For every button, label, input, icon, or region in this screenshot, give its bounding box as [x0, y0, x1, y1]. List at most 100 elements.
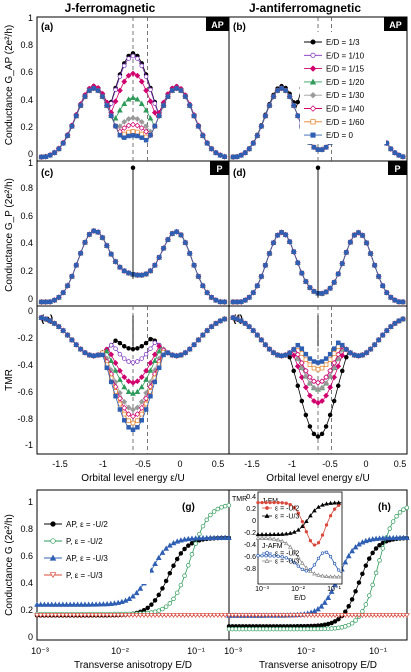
curve-f-7-point-24 — [327, 351, 333, 357]
curve-g-0-point-36 — [167, 570, 173, 576]
curve-e-4-point-21 — [130, 406, 136, 413]
curve-e-7-point-19 — [122, 418, 127, 423]
curve-c-7-point-11 — [87, 232, 92, 237]
curve-b-7-point-6 — [255, 133, 260, 138]
curve-e-6-point-19 — [122, 411, 127, 417]
curve-d-7-point-22 — [319, 291, 325, 296]
curve-g-1-point-35 — [163, 604, 169, 609]
curve-e-1-point-24 — [143, 351, 149, 357]
curve-b-7-point-41 — [396, 152, 402, 158]
ytick-e-4: -0.8 — [17, 414, 33, 424]
curve-e-0-point-23 — [139, 344, 144, 349]
inset-curve-point-2-3 — [268, 554, 272, 558]
curve-c-7-point-14 — [100, 235, 105, 240]
curve-f-7-point-12 — [279, 353, 284, 359]
curve-f-4-point-20 — [311, 384, 317, 391]
curve-e-0-point-18 — [117, 340, 123, 346]
inset-curve-point-3-12 — [304, 565, 309, 570]
curve-g-3-point-1 — [37, 613, 44, 619]
legend-top-label-6: E/D = 1/60 — [326, 118, 365, 127]
curve-a-7-point-0 — [39, 154, 44, 160]
inset-curves: ε = -U/2ε = -U/3ε = -U/2ε = -U/3 — [255, 500, 342, 579]
inset-ytick-4: -0.4 — [244, 542, 256, 549]
curve-h-1-point-47 — [387, 526, 393, 531]
inset-ytick-6: -0.8 — [244, 566, 256, 573]
inset-curve-point-1-1 — [259, 532, 265, 537]
curve-a-7-point-6 — [65, 133, 70, 138]
curve-g-1-point-46 — [204, 517, 209, 523]
ytick-c-4: 0.8 — [20, 183, 33, 193]
inset-curve-point-2-18 — [328, 555, 333, 559]
curve-h-1-point-52 — [404, 505, 410, 510]
curve-g-3-point-42 — [189, 613, 195, 619]
curve-d-7-point-34 — [368, 251, 373, 256]
curve-b-7-point-1 — [234, 154, 240, 159]
curve-g-0-point-31 — [149, 602, 154, 607]
curve-g-3-point-12 — [78, 613, 85, 619]
curve-c-7-point-0 — [39, 299, 44, 305]
curve-e-0-point-19 — [122, 344, 127, 349]
curve-f-0-point-21 — [315, 434, 321, 439]
curve-a-5-point-23 — [138, 125, 145, 131]
curve-h-1 — [226, 505, 410, 632]
title-left: J-ferromagnetic — [65, 1, 156, 15]
ylabel-gap: Conductance G_AP (2e²/h) — [4, 25, 15, 145]
legend-top-marker-3 — [309, 78, 317, 85]
curve-a-7-point-34 — [187, 103, 192, 108]
inset-curve-point-3-4 — [271, 536, 277, 541]
curve-f-7-point-39 — [388, 324, 394, 329]
curve-h-2-point-45 — [380, 535, 386, 541]
legend-top-label-5: E/D = 1/40 — [326, 105, 365, 114]
curve-f-0-point-19 — [307, 424, 313, 429]
curve-g-3-point-37 — [170, 613, 177, 619]
curve-h-1-point-36 — [349, 620, 355, 626]
curve-h-3-point-35 — [345, 613, 352, 619]
curve-f-0-point-23 — [323, 424, 329, 429]
inset-curve-point-2-11 — [300, 567, 305, 572]
inset-curve-point-1-8 — [287, 530, 293, 535]
curve-e-2-point-20 — [125, 378, 132, 385]
curve-f-4-point-23 — [323, 380, 329, 387]
curve-g-0-point-34 — [160, 586, 165, 591]
curve-f-2-point-23 — [323, 392, 329, 399]
curve-g-3-point-45 — [200, 613, 206, 619]
curve-d-7-point-30 — [352, 232, 357, 238]
curve-d-7 — [230, 230, 406, 305]
curve-g-3-point-38 — [174, 613, 181, 619]
curve-g-2-point-47 — [207, 534, 214, 541]
inset-xtick-2: 10⁻¹ — [327, 586, 341, 593]
inset-curve-point-2-16 — [320, 551, 325, 555]
curve-h-2-point-34 — [342, 559, 349, 565]
inset-xtick-1: 10⁻² — [291, 586, 305, 593]
curve-h-3-point-11 — [263, 613, 270, 619]
curve-e-3-point-25 — [147, 367, 154, 373]
curve-d-7-point-35 — [372, 263, 377, 268]
curve-h-1-point-42 — [370, 582, 375, 588]
curve-a-4-point-18 — [117, 123, 123, 130]
curve-c-7-point-34 — [187, 251, 192, 256]
curve-a-1-point-16 — [108, 101, 114, 106]
curve-c-7-point-27 — [156, 255, 162, 260]
curve-e-3-point-24 — [143, 376, 149, 382]
curve-g-3-point-40 — [181, 613, 188, 619]
curve-e-0-point-22 — [135, 346, 140, 351]
ytick-c-3: 0.6 — [20, 211, 33, 221]
xlabel-e: Orbital level energy ε/U — [81, 473, 184, 484]
curve-a-4-point-24 — [143, 123, 149, 130]
curve-g-2-point-9 — [67, 601, 74, 607]
curve-h-3-point-2 — [232, 613, 239, 619]
curve-a-7-point-25 — [148, 132, 153, 138]
curve-g-0-point-40 — [182, 546, 187, 552]
inset-curve-point-3-16 — [320, 573, 325, 578]
curve-g-1-point-49 — [215, 506, 221, 512]
inset-legend-label-1-0: ε = -U/2 — [275, 551, 299, 558]
curve-f-6-point-17 — [299, 351, 305, 356]
curve-h-1-point-35 — [346, 622, 351, 628]
curve-e-4-point-20 — [125, 404, 132, 411]
curve-h-3-point-20 — [294, 613, 301, 619]
curve-a-1-point-20 — [126, 56, 131, 61]
badge-p-left: P — [210, 161, 229, 175]
curve-g-2-point-45 — [200, 534, 206, 541]
curve-b-7-point-5 — [251, 140, 256, 146]
curve-d-7-point-9 — [267, 251, 272, 256]
